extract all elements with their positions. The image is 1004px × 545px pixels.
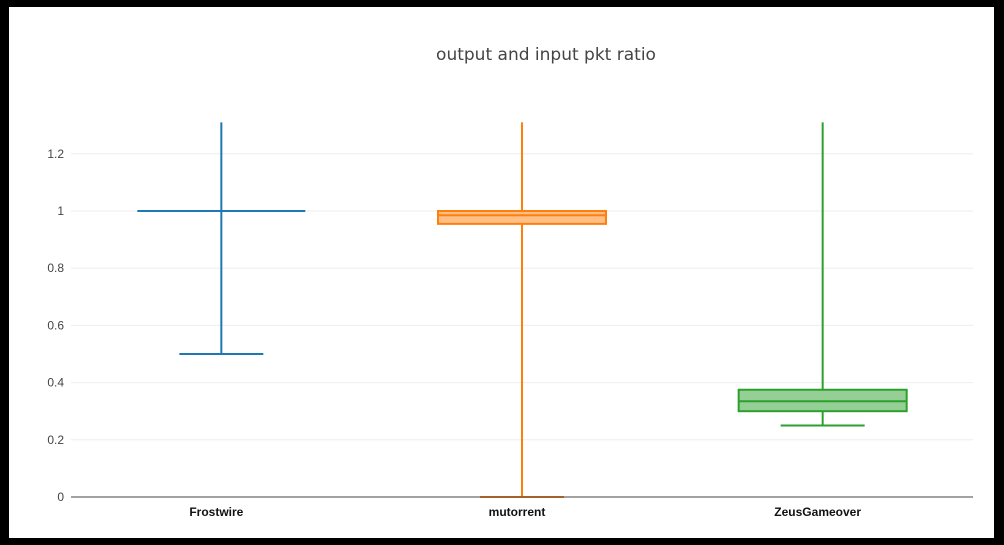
x-axis-labels: Frostwire mutorrent ZeusGameover [189, 505, 861, 519]
y-tick-label: 0.6 [47, 318, 64, 332]
chart-title: output and input pkt ratio [436, 45, 656, 65]
y-axis-ticks: 0 0.2 0.4 0.6 0.8 1 1.2 [47, 147, 64, 504]
x-category-label: Frostwire [189, 505, 243, 519]
y-tick-label: 1.2 [47, 147, 64, 161]
y-tick-label: 0.4 [47, 376, 64, 390]
box-zeusgameover [737, 122, 908, 427]
box-frostwire [137, 122, 306, 355]
chart-frame: output and input pkt ratio 0 0.2 0.4 0.6 0.8… [9, 7, 994, 538]
box-plot: output and input pkt ratio 0 0.2 0.4 0.6 0.8… [47, 45, 973, 519]
y-tick-label: 0.2 [47, 433, 64, 447]
box-mutorrent [437, 122, 607, 498]
x-category-label: mutorrent [489, 505, 546, 519]
y-tick-label: 1 [57, 204, 64, 218]
boxes [137, 122, 908, 498]
y-tick-label: 0.8 [47, 261, 64, 275]
x-category-label: ZeusGameover [774, 505, 861, 519]
y-tick-label: 0 [57, 490, 64, 504]
iqr-box [437, 210, 607, 225]
